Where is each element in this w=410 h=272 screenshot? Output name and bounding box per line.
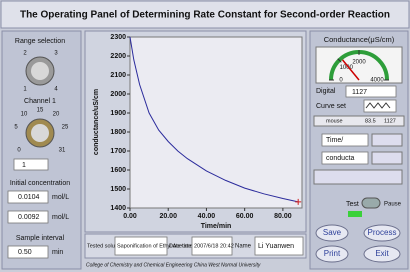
label: Initial concentration bbox=[10, 180, 70, 187]
y-tick-label: 1900 bbox=[110, 110, 126, 117]
test-switch[interactable] bbox=[362, 198, 380, 208]
gauge-label: 2000 bbox=[352, 60, 366, 66]
y-axis-label: conductance/uS/cm bbox=[93, 89, 100, 155]
x-tick-label: 60.00 bbox=[236, 213, 254, 220]
y-tick-label: 1600 bbox=[110, 167, 126, 174]
axis-name: conducta bbox=[326, 155, 355, 162]
label: Sample interval bbox=[16, 235, 65, 242]
test-indicator bbox=[348, 211, 362, 217]
format-button[interactable] bbox=[372, 134, 402, 146]
knob-scale: 15 bbox=[37, 108, 44, 114]
x-tick-label: 80.00 bbox=[274, 213, 292, 220]
unit: mol/L bbox=[52, 214, 69, 221]
knob-scale: 31 bbox=[59, 148, 66, 154]
value: 0.50 bbox=[18, 249, 32, 256]
cursor-name: mouse bbox=[326, 118, 343, 124]
gauge-label: 4000 bbox=[370, 78, 384, 84]
plot-area bbox=[130, 37, 302, 208]
x-tick-label: 40.00 bbox=[198, 213, 216, 220]
label: Curve set bbox=[316, 103, 346, 110]
value: 0.0092 bbox=[18, 214, 40, 221]
cursor-x: 83.5 bbox=[365, 118, 376, 124]
footer: College of Chemistry and Chemical Engine… bbox=[86, 262, 261, 268]
knob-face bbox=[31, 62, 49, 80]
operating-panel: The Operating Panel of Determining Rate … bbox=[0, 0, 410, 272]
y-tick-label: 1500 bbox=[110, 186, 126, 193]
unit: min bbox=[52, 249, 63, 256]
y-tick-label: 1700 bbox=[110, 148, 126, 155]
y-tick-label: 2200 bbox=[110, 53, 126, 60]
y-tick-label: 2300 bbox=[110, 34, 126, 41]
channel-value: 1 bbox=[22, 162, 26, 169]
button-label: Save bbox=[323, 228, 342, 237]
title: The Operating Panel of Determining Rate … bbox=[20, 10, 390, 21]
label: Test bbox=[346, 201, 359, 208]
x-tick-label: 0.00 bbox=[123, 213, 137, 220]
x-axis-label: Time/min bbox=[201, 223, 232, 230]
label: Name bbox=[235, 244, 252, 250]
unit: mol/L bbox=[52, 194, 69, 201]
knob-scale: 20 bbox=[53, 112, 60, 118]
label: Range selection bbox=[15, 38, 65, 45]
label: Conductance(μS/cm) bbox=[324, 35, 395, 44]
label: Digital bbox=[316, 88, 336, 95]
cursor-y: 1127 bbox=[384, 118, 396, 124]
button-label: Process bbox=[368, 228, 397, 237]
label: Channel 1 bbox=[24, 98, 56, 105]
button-label: Print bbox=[324, 249, 341, 258]
digital-value: 1127 bbox=[352, 89, 367, 96]
label: Date time bbox=[169, 243, 193, 249]
knob-face bbox=[31, 124, 49, 142]
y-tick-label: 2100 bbox=[110, 72, 126, 79]
y-tick-label: 2000 bbox=[110, 91, 126, 98]
channel-field[interactable] bbox=[14, 159, 48, 170]
axis-name: Time/ bbox=[326, 137, 343, 144]
x-tick-label: 20.00 bbox=[159, 213, 177, 220]
button-label: Exit bbox=[375, 249, 389, 258]
value: 0.0104 bbox=[18, 194, 40, 201]
format-button[interactable] bbox=[372, 152, 402, 164]
knob-scale: 10 bbox=[21, 112, 28, 118]
knob-scale: 25 bbox=[62, 125, 69, 131]
label: Pause bbox=[384, 202, 402, 208]
value: 2007/6/18 20:42 bbox=[194, 243, 234, 249]
value: Li Yuanwen bbox=[258, 243, 294, 250]
y-tick-label: 1400 bbox=[110, 205, 126, 212]
graph-tools[interactable] bbox=[314, 170, 402, 184]
y-tick-label: 1800 bbox=[110, 129, 126, 136]
